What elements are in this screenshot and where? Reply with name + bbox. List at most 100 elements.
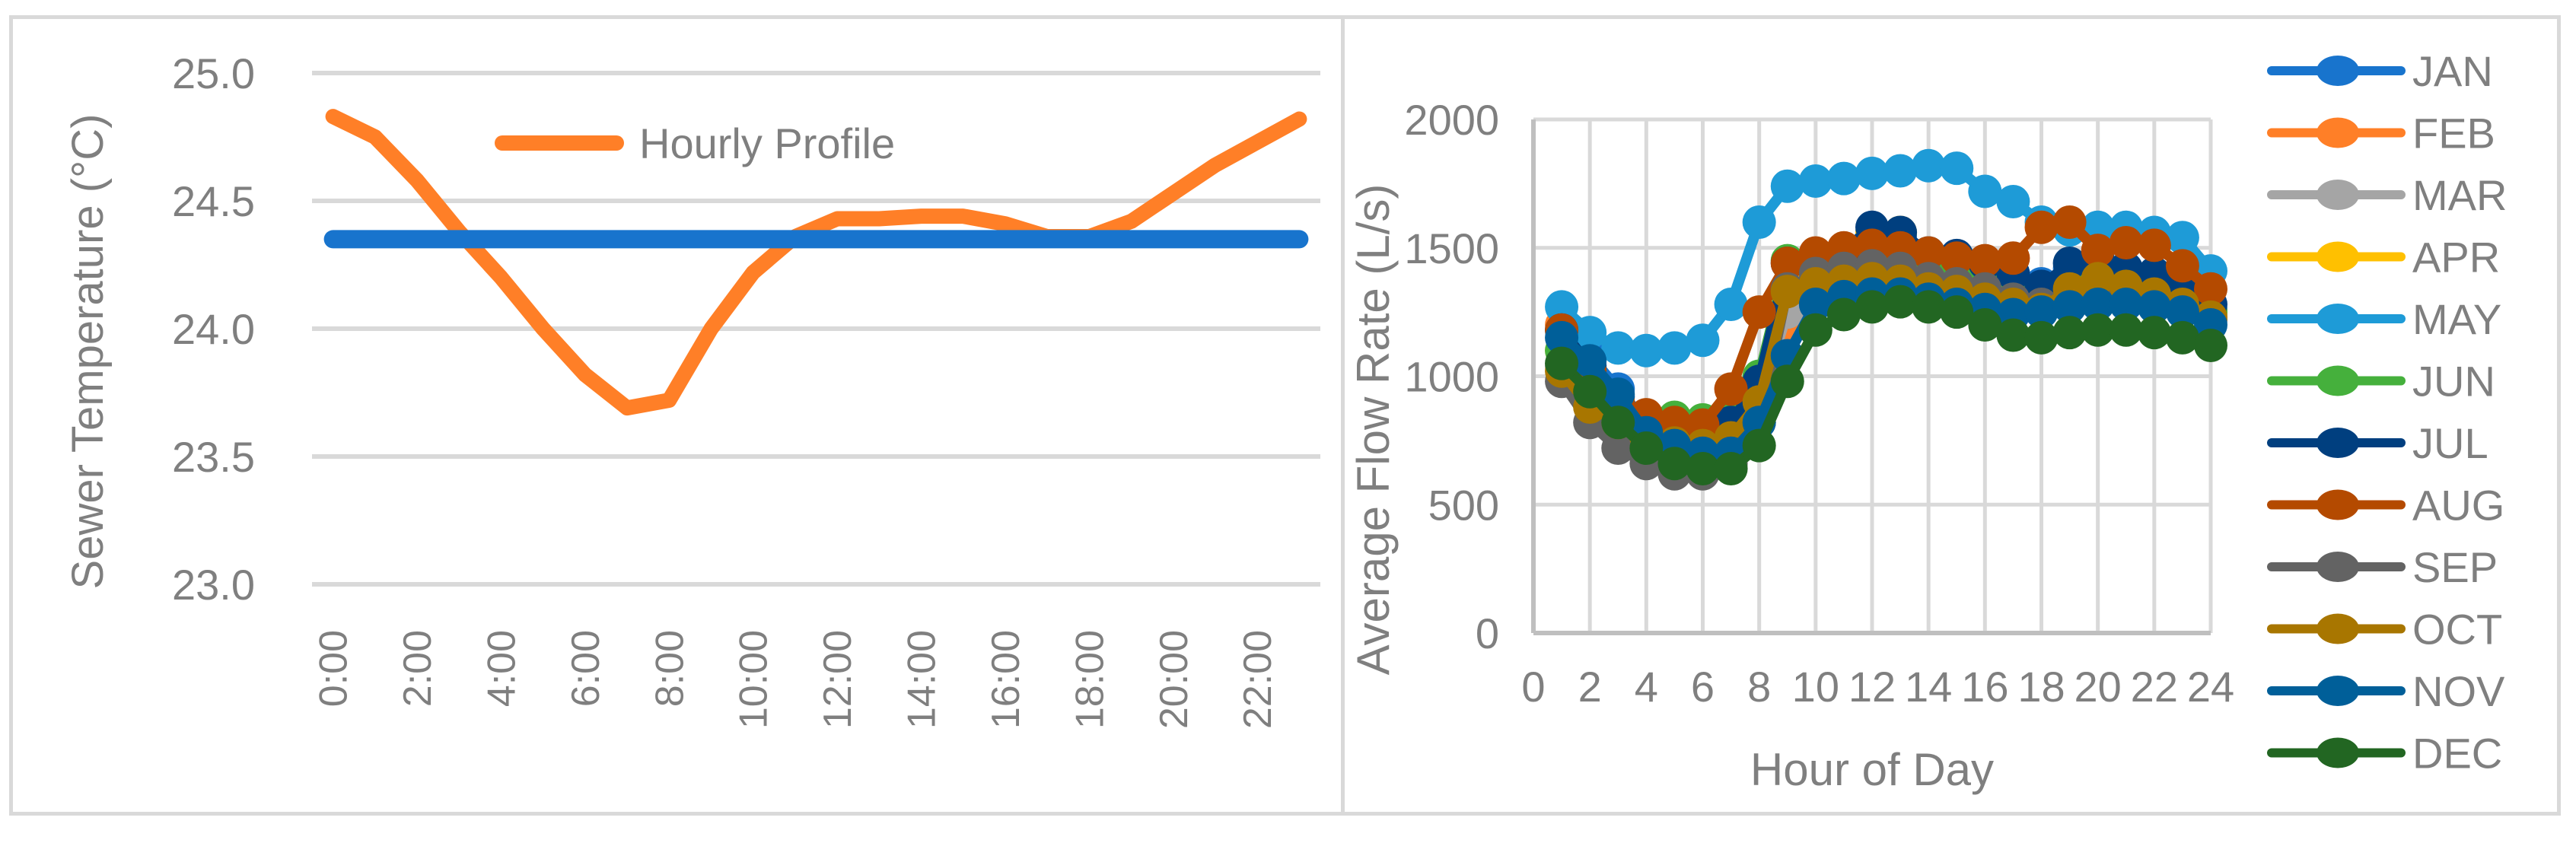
y-tick-label: 2000 <box>1404 96 1499 144</box>
data-point <box>2024 210 2059 244</box>
data-point <box>1798 164 1832 198</box>
x-tick-label: 6 <box>1691 663 1715 711</box>
y-tick-label: 24.5 <box>172 177 255 225</box>
data-point <box>1855 156 1889 190</box>
x-tick-label: 16:00 <box>984 630 1028 729</box>
y-tick-label: 23.0 <box>172 561 255 609</box>
data-point <box>1912 290 1946 324</box>
x-tick-label: 10 <box>1792 663 1839 711</box>
x-tick-label: 22:00 <box>1236 630 1280 729</box>
legend-item-apr: APR <box>2267 234 2500 282</box>
data-point <box>2052 247 2087 280</box>
data-point <box>1940 295 1974 329</box>
data-point <box>2194 272 2227 306</box>
data-point <box>1714 372 1748 406</box>
data-point <box>2165 295 2199 329</box>
data-point <box>1742 428 1776 463</box>
legend-marker <box>2316 180 2359 210</box>
legend: JAN FEB MAR APR MAY JUN JUL AUG SEP OCT NOV DEC <box>2267 47 2507 778</box>
data-point <box>2081 313 2115 347</box>
temperature-chart-panel: 25.0 24.5 24.0 23.5 23.0 Sewer Temperature (°… <box>9 15 1348 816</box>
temperature-line-chart: 25.0 24.5 24.0 23.5 23.0 Sewer Temperature (°… <box>63 49 1320 729</box>
x-tick-label: 18 <box>2017 663 2065 711</box>
data-point <box>2137 228 2171 262</box>
legend-label: DEC <box>2412 730 2502 778</box>
data-point <box>1770 364 1804 399</box>
legend-marker <box>2316 241 2359 272</box>
data-point <box>1770 169 1804 203</box>
data-point <box>1657 331 1692 365</box>
data-point <box>1996 318 2030 352</box>
legend-marker <box>2316 428 2359 458</box>
x-tick-label: 2 <box>1578 663 1602 711</box>
data-point <box>1545 346 1579 380</box>
data-point <box>1883 285 1918 319</box>
y-tick-label: 1000 <box>1404 353 1499 401</box>
data-point <box>2024 320 2059 355</box>
x-tick-label: 0 <box>1521 663 1545 711</box>
x-tick-label: 18:00 <box>1068 630 1112 729</box>
y-tick-label: 24.0 <box>172 305 255 353</box>
x-tick-label: 12 <box>1848 663 1896 711</box>
data-point <box>1912 148 1946 183</box>
data-point <box>2109 288 2143 321</box>
legend-item-feb: FEB <box>2267 110 2495 157</box>
data-point <box>2194 329 2227 362</box>
data-point <box>1940 241 1974 275</box>
data-point <box>1573 374 1607 409</box>
x-tick-label: 22 <box>2131 663 2178 711</box>
data-point <box>2052 316 2087 350</box>
legend-marker <box>2316 117 2359 148</box>
legend-label: JUN <box>2412 358 2495 406</box>
legend-label: NOV <box>2412 667 2505 715</box>
data-point <box>2081 234 2115 268</box>
data-point <box>1996 185 2030 218</box>
y-tick-label: 25.0 <box>172 49 255 97</box>
x-tick-label: 10:00 <box>732 630 776 729</box>
x-tick-label: 20:00 <box>1152 630 1196 729</box>
legend-item-sep: SEP <box>2267 543 2498 591</box>
legend-item-jan: JAN <box>2267 47 2493 95</box>
data-point <box>1657 447 1692 481</box>
x-tick-label: 2:00 <box>396 630 440 707</box>
x-tick-label: 14:00 <box>900 630 944 729</box>
data-point <box>2109 313 2143 347</box>
legend-item-jul: JUL <box>2267 419 2488 467</box>
legend-item-oct: OCT <box>2267 606 2502 654</box>
data-point <box>1629 431 1664 465</box>
legend-marker <box>2316 613 2359 644</box>
y-axis-title: Sewer Temperature (°C) <box>63 114 113 590</box>
data-point <box>1968 174 2002 208</box>
legend-marker <box>2316 489 2359 520</box>
legend-label: SEP <box>2412 543 2498 591</box>
data-point <box>1883 154 1918 188</box>
data-point <box>1573 344 1607 378</box>
data-point <box>1826 297 1861 332</box>
data-point <box>1968 243 2002 278</box>
legend-item-mar: MAR <box>2267 171 2507 219</box>
legend-label: APR <box>2412 234 2500 282</box>
data-point <box>1545 320 1579 355</box>
data-point <box>1686 323 1720 358</box>
legend: Hourly Profile <box>495 119 895 167</box>
x-tick-label: 8 <box>1747 663 1771 711</box>
data-point <box>2052 290 2087 324</box>
legend-marker <box>2316 304 2359 334</box>
x-tick-label: 20 <box>2074 663 2122 711</box>
data-point <box>1545 290 1579 324</box>
data-point <box>1940 151 1974 186</box>
data-point <box>1686 452 1720 485</box>
y-tick-label: 23.5 <box>172 433 255 481</box>
series-dec <box>1545 285 2227 485</box>
data-point <box>2165 221 2199 255</box>
x-tick-label: 4 <box>1635 663 1658 711</box>
data-point <box>1714 288 1748 321</box>
hourly-profile-line <box>325 109 1307 416</box>
legend-label: MAY <box>2412 295 2501 343</box>
data-point <box>2137 316 2171 350</box>
data-point <box>1798 288 1832 321</box>
x-tick-label: 8:00 <box>648 630 692 707</box>
x-tick-label: 12:00 <box>816 630 860 729</box>
legend-label: FEB <box>2412 110 2495 157</box>
